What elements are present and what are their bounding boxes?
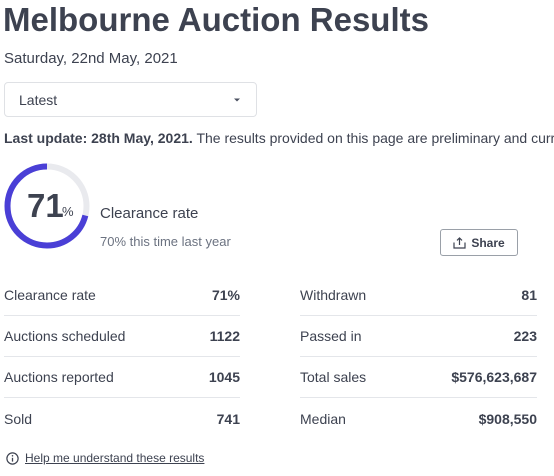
clearance-unit: %	[62, 204, 74, 219]
update-notice: Last update: 28th May, 2021. The results…	[4, 129, 554, 147]
clearance-label: Clearance rate	[100, 205, 199, 222]
help-link[interactable]: Help me understand these results	[25, 451, 205, 465]
stat-row-total-sales: Total sales $576,623,687	[300, 357, 537, 398]
page-date: Saturday, 22nd May, 2021	[4, 50, 178, 67]
stats-right-column: Withdrawn 81 Passed in 223 Total sales $…	[300, 275, 537, 439]
info-icon	[6, 451, 19, 465]
chevron-down-icon	[234, 98, 240, 101]
stat-value: 81	[521, 287, 537, 303]
select-value: Latest	[19, 91, 58, 108]
stat-label: Auctions reported	[4, 369, 114, 385]
page-title: Melbourne Auction Results	[3, 1, 429, 38]
share-label: Share	[471, 235, 505, 250]
stat-value: 223	[513, 328, 537, 344]
stat-value: 741	[216, 410, 240, 427]
stat-label: Passed in	[300, 328, 362, 344]
stat-row-auctions-reported: Auctions reported 1045	[4, 357, 240, 398]
stat-label: Sold	[4, 410, 33, 427]
help-row: Help me understand these results	[6, 451, 204, 465]
share-button[interactable]: Share	[440, 229, 518, 256]
stats-left-column: Clearance rate 71% Auctions scheduled 11…	[4, 275, 240, 439]
stat-value: 1122	[209, 328, 240, 344]
stat-row-passed-in: Passed in 223	[300, 316, 537, 357]
stat-label: Auctions scheduled	[4, 328, 126, 344]
stat-row-clearance-rate: Clearance rate 71%	[4, 275, 240, 316]
stat-value: $576,623,687	[451, 369, 537, 385]
clearance-comparison: 70% this time last year	[100, 234, 231, 249]
clearance-value: 71	[27, 187, 64, 224]
stat-label: Clearance rate	[4, 287, 96, 303]
clearance-gauge: 71 %	[3, 162, 91, 250]
stat-row-auctions-scheduled: Auctions scheduled 1122	[4, 316, 240, 357]
stat-value: 1045	[208, 369, 240, 385]
update-text: The results provided on this page are pr…	[192, 130, 554, 146]
stat-label: Withdrawn	[300, 287, 367, 303]
stat-row-median: Median $908,550	[300, 398, 537, 439]
stat-row-withdrawn: Withdrawn 81	[300, 275, 537, 316]
clearance-ring	[4, 163, 90, 249]
share-icon	[453, 236, 466, 249]
stat-value: $908,550	[478, 410, 537, 427]
stat-label: Total sales	[300, 369, 367, 385]
stat-label: Median	[300, 410, 346, 427]
stat-value: 71%	[211, 287, 240, 303]
results-period-select[interactable]: Latest	[4, 82, 257, 117]
update-date: Last update: 28th May, 2021.	[4, 130, 193, 146]
stat-row-sold: Sold 741	[4, 398, 240, 439]
